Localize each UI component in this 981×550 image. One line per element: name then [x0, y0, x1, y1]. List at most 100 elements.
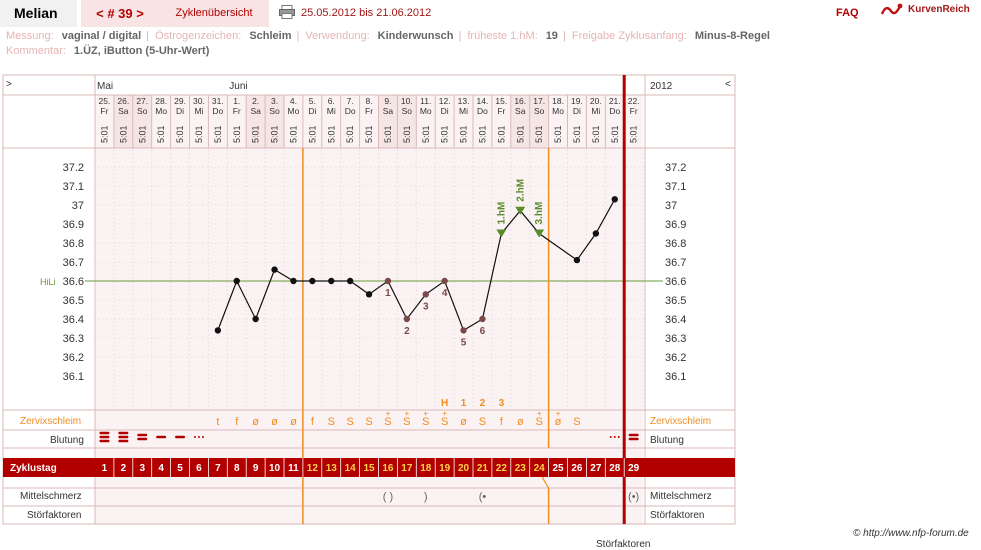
day-time: 5:01	[288, 125, 298, 143]
estrogen-value: Schleim	[249, 30, 292, 42]
faq-link[interactable]: FAQ	[836, 7, 859, 19]
mucus-plus-marker: +	[442, 409, 447, 418]
mucus-symbol: S	[328, 416, 335, 428]
cycle-day-number: 9	[253, 463, 259, 474]
day-date: 8.	[366, 96, 373, 106]
temperature-point	[271, 266, 278, 273]
y-tick-label-left: 36.4	[63, 314, 84, 326]
y-tick-label-right: 36.1	[665, 371, 686, 383]
cycle-day-number: 14	[345, 463, 357, 474]
bleeding-bar	[118, 439, 129, 443]
day-weekday: Mi	[459, 106, 468, 116]
mucus-plus-marker: +	[423, 409, 428, 418]
high-measure-label: 1.hM	[496, 202, 507, 225]
high-measure-label: 2.hM	[515, 179, 526, 202]
kurvenreich-logo[interactable]	[880, 2, 904, 20]
low-count-label: 5	[461, 337, 467, 348]
day-weekday: Fr	[630, 106, 638, 116]
y-tick-label-right: 37	[665, 200, 677, 212]
nav-next-button: <	[725, 79, 731, 90]
low-count-label: 4	[442, 288, 448, 299]
day-date: 20.	[590, 96, 602, 106]
temperature-point	[346, 277, 354, 285]
low-temp-point	[384, 277, 392, 285]
day-weekday: Fr	[233, 106, 241, 116]
bleeding-bar	[118, 431, 129, 435]
temperature-point	[328, 277, 335, 285]
day-date: 4.	[290, 96, 297, 106]
weekend-shade	[510, 95, 530, 148]
cycle-overview-tab[interactable]: Zyklenübersicht	[159, 0, 269, 27]
cycle-day-number: 28	[609, 463, 621, 474]
day-weekday: Mi	[194, 106, 203, 116]
day-weekday: Fr	[365, 106, 373, 116]
printer-icon[interactable]	[279, 5, 295, 19]
day-date: 14.	[477, 96, 489, 106]
earliest-value: 19	[545, 30, 558, 42]
day-date: 9.	[384, 96, 391, 106]
day-time: 5:01	[402, 125, 412, 143]
bleeding-bar	[628, 437, 639, 441]
usage-label: Verwendung:	[305, 30, 370, 42]
mucus-row-label: Zervixschleim	[20, 416, 81, 427]
cycle-day-number: 13	[326, 463, 338, 474]
nav-prev-button: >	[6, 79, 12, 90]
day-weekday: Di	[441, 106, 449, 116]
temperature-point	[309, 277, 316, 285]
top-bar: Melian < # 39 > Zyklenübersicht 25.05.20…	[0, 0, 981, 27]
day-time: 5:01	[232, 125, 242, 143]
high-temp-marker	[534, 229, 545, 238]
mucus-symbol: S	[573, 416, 580, 428]
day-date: 29.	[174, 96, 186, 106]
bleeding-row-label-right: Blutung	[650, 435, 684, 446]
y-tick-label-left: 36.9	[63, 219, 84, 231]
mucus-symbol: S	[346, 416, 353, 428]
y-tick-label-left: 36.2	[63, 352, 84, 364]
high-measure-label: 3.hM	[534, 202, 545, 225]
bleeding-bar	[118, 435, 129, 439]
cycle-day-number: 25	[552, 463, 564, 474]
day-date: 16.	[514, 96, 526, 106]
mucus-symbol: S	[422, 416, 429, 428]
mucus-plus-marker: +	[386, 409, 391, 418]
bleeding-spotting-dot	[201, 436, 204, 438]
cycle-day-number: 6	[196, 463, 202, 474]
bleeding-row-label: Blutung	[50, 435, 84, 446]
cycle-day-number: 24	[534, 463, 546, 474]
y-tick-label-right: 37.1	[665, 181, 686, 193]
temperature-point	[365, 291, 373, 298]
estrogen-label: Östrogenzeichen:	[155, 30, 242, 42]
day-time: 5:01	[459, 125, 469, 143]
day-weekday: Do	[345, 106, 356, 116]
weekend-shade	[265, 95, 284, 148]
y-tick-label-right: 36.6	[665, 276, 686, 288]
weekend-shade	[378, 95, 398, 148]
cycle-day-number: 16	[382, 463, 394, 474]
y-tick-label-right: 36.3	[665, 333, 686, 345]
day-date: 1.	[233, 96, 240, 106]
low-temp-point	[460, 327, 467, 334]
day-date: 6.	[328, 96, 335, 106]
brand-name[interactable]: KurvenReich	[908, 4, 970, 15]
copyright: © http://www.nfp-forum.de	[853, 528, 969, 539]
day-time: 5:01	[572, 125, 582, 143]
day-weekday: Sa	[515, 106, 526, 116]
bleeding-bar	[628, 433, 639, 437]
day-time: 5:01	[270, 125, 280, 143]
cycle-day-number: 17	[401, 463, 413, 474]
mucus-symbol: S	[535, 416, 542, 428]
y-tick-label-left: 36.1	[63, 371, 84, 383]
cycle-day-number: 11	[288, 463, 299, 474]
mucus-symbol: f	[500, 416, 504, 428]
day-date: 22.	[628, 96, 640, 106]
day-date: 10.	[401, 96, 413, 106]
day-weekday: So	[534, 106, 545, 116]
day-weekday: Fr	[497, 106, 505, 116]
y-tick-label-left: 36.5	[63, 295, 84, 307]
cycle-navigator[interactable]: < # 39 >	[81, 0, 159, 27]
weekend-shade	[113, 95, 133, 148]
day-weekday: Sa	[383, 106, 394, 116]
cycle-day-number: 27	[590, 463, 602, 474]
day-date: 7.	[347, 96, 354, 106]
